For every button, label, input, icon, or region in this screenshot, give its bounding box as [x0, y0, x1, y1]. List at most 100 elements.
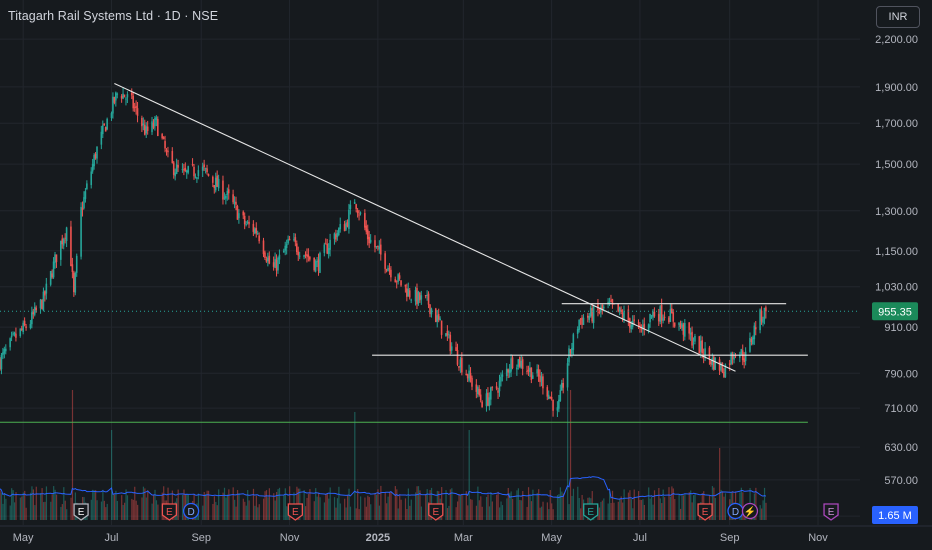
candle-body [133, 107, 136, 108]
candle-body [268, 255, 271, 264]
volume-bar [693, 495, 695, 520]
candle-body [236, 206, 239, 220]
descending-trendline [114, 83, 736, 372]
volume-bar [490, 492, 492, 520]
candle-body [397, 274, 399, 282]
candle-body [287, 239, 289, 244]
candle-body [763, 307, 766, 320]
volume-bar [446, 508, 449, 520]
candle-body [207, 173, 210, 177]
candle-body [728, 363, 731, 365]
candle-body [647, 324, 650, 332]
volume-bar [206, 490, 208, 520]
candle-body [627, 309, 630, 321]
volume-bar [345, 507, 347, 520]
candle-body [264, 252, 266, 258]
volume-bar [134, 486, 136, 520]
volume-bar [572, 488, 575, 520]
candle-body [329, 239, 331, 250]
volume-bar [316, 496, 318, 520]
volume-bar [367, 495, 369, 520]
candle-body [500, 376, 502, 382]
volume-bar [289, 486, 291, 520]
volume-bar [627, 492, 630, 520]
candle-body [143, 124, 146, 135]
volume-bar [380, 485, 382, 520]
event-marker-label: E [166, 507, 173, 518]
candle-body [650, 315, 653, 317]
volume-bar [41, 488, 43, 520]
candle-body [125, 98, 127, 100]
candle-body [657, 314, 660, 322]
candle-body [32, 312, 35, 315]
candle-body [22, 322, 24, 333]
candle-body [255, 227, 258, 234]
volume-bar [365, 506, 367, 520]
volume-bar [561, 491, 563, 520]
volume-bar [368, 497, 370, 520]
candle-body [365, 225, 368, 232]
candle-body [498, 380, 501, 392]
candle-body [476, 387, 479, 395]
volume-bar [263, 498, 265, 520]
volume-bar [307, 493, 310, 520]
candle-body [744, 351, 747, 362]
volume-bar [642, 499, 644, 520]
candle-body [212, 176, 214, 183]
candle-body [608, 301, 611, 304]
volume-bar [318, 492, 320, 520]
candle-body [420, 295, 423, 300]
volume-bar [416, 486, 418, 520]
candle-body [353, 202, 356, 204]
currency-button[interactable]: INR [876, 6, 920, 28]
candle-body [162, 137, 165, 139]
candle-body [571, 348, 573, 354]
volume-bar [662, 489, 664, 520]
x-tick-label: Nov [808, 532, 828, 544]
candle-body [537, 369, 540, 377]
candle-body [317, 259, 320, 271]
volume-bar [713, 487, 715, 520]
candle-body [465, 373, 467, 376]
volume-bar [309, 489, 311, 520]
volume-bar [661, 503, 663, 520]
candle-body [227, 189, 230, 194]
candle-body [9, 338, 11, 348]
volume-bar [157, 504, 159, 520]
volume-bar [542, 501, 544, 520]
candle-body [743, 358, 745, 363]
volume-bar [643, 504, 645, 520]
candle-body [753, 325, 756, 340]
candle-body [562, 382, 564, 388]
volume-bar [306, 497, 308, 520]
candle-body [701, 340, 703, 354]
y-tick-label: 1,150.00 [875, 246, 918, 258]
volume-bar [370, 504, 372, 520]
volume-bar [457, 501, 459, 520]
x-tick-label: 2025 [366, 532, 390, 544]
candle-body [669, 309, 672, 322]
volume-bar [96, 500, 98, 520]
event-marker-earnings [428, 503, 444, 521]
candle-body [618, 307, 621, 312]
volume-bar [407, 488, 409, 520]
volume-bar [355, 508, 357, 520]
candle-body [45, 283, 48, 294]
candle-body [71, 264, 74, 272]
volume-bar [336, 498, 339, 520]
candle-body [479, 394, 482, 401]
volume-bar [0, 490, 1, 520]
candle-body [296, 243, 298, 253]
volume-bar [578, 497, 580, 520]
x-tick-label: Nov [280, 532, 300, 544]
candle-body [445, 333, 447, 337]
volume-bar [212, 503, 214, 520]
volume-bar [154, 489, 156, 520]
volume-bar [742, 492, 744, 520]
candle-body [64, 237, 66, 239]
volume-bar [530, 501, 533, 520]
volume-bar [145, 497, 147, 520]
volume-bar [9, 505, 11, 520]
candle-body [262, 240, 265, 255]
